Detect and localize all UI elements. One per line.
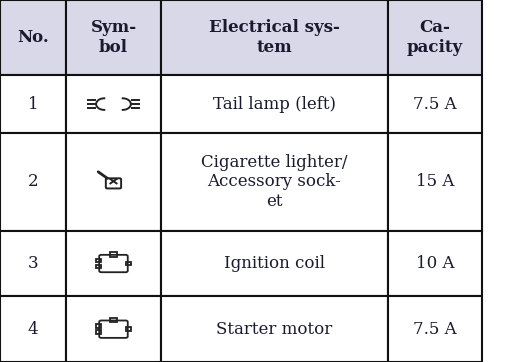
Bar (387, 75, 481, 133)
Bar (160, 0, 387, 75)
Bar (160, 231, 387, 296)
Bar (0, 296, 66, 362)
Bar (0, 231, 66, 296)
Bar (387, 133, 481, 231)
Text: Starter motor: Starter motor (216, 321, 331, 338)
Bar (0, 75, 66, 133)
Bar (160, 133, 387, 231)
Bar (96, 330, 101, 334)
Text: 7.5 A: 7.5 A (412, 96, 456, 113)
Bar (387, 231, 481, 296)
Bar (110, 252, 117, 257)
Text: Ca-
pacity: Ca- pacity (406, 19, 462, 56)
Text: 3: 3 (28, 255, 38, 272)
Bar (387, 0, 481, 75)
Bar (160, 296, 387, 362)
Text: 2: 2 (28, 173, 38, 190)
Text: 7.5 A: 7.5 A (412, 321, 456, 338)
Bar (66, 75, 160, 133)
Bar (96, 324, 101, 328)
Bar (126, 327, 131, 331)
Text: Tail lamp (left): Tail lamp (left) (212, 96, 335, 113)
Bar (160, 75, 387, 133)
Bar (66, 133, 160, 231)
Bar (0, 0, 66, 75)
Text: 10 A: 10 A (415, 255, 453, 272)
Bar (0, 133, 66, 231)
Text: 15 A: 15 A (415, 173, 453, 190)
Text: 1: 1 (28, 96, 38, 113)
Text: Electrical sys-
tem: Electrical sys- tem (208, 19, 339, 56)
Text: Sym-
bol: Sym- bol (90, 19, 136, 56)
Text: Ignition coil: Ignition coil (223, 255, 324, 272)
Bar (126, 262, 131, 265)
Bar (110, 318, 117, 322)
Text: Cigarette lighter/
Accessory sock-
et: Cigarette lighter/ Accessory sock- et (201, 154, 347, 210)
Bar (66, 296, 160, 362)
Bar (96, 265, 101, 268)
Bar (66, 231, 160, 296)
Text: 4: 4 (28, 321, 38, 338)
Bar (96, 259, 101, 262)
Text: No.: No. (17, 29, 49, 46)
Bar (66, 0, 160, 75)
Bar (387, 296, 481, 362)
